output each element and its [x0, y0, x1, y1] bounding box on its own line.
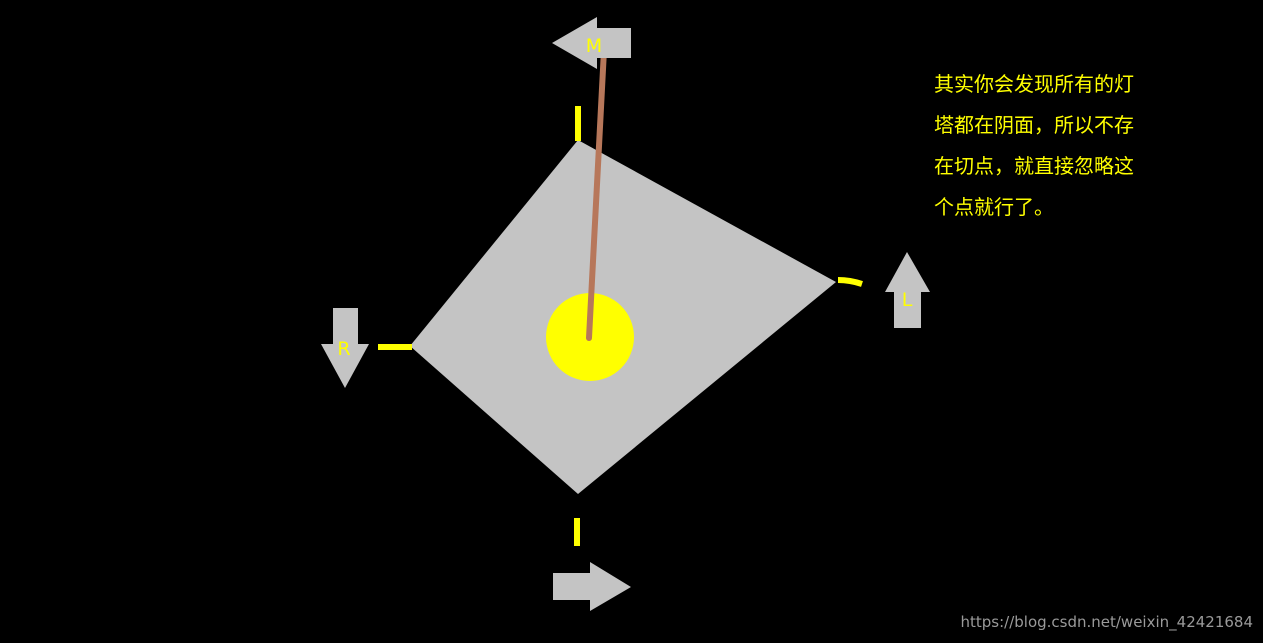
- arrow-label-m: M: [586, 35, 602, 57]
- note-text: 其实你会发现所有的灯 塔都在阴面，所以不存 在切点，就直接忽略这 个点就行了。: [934, 64, 1174, 228]
- rod-line: [586, 47, 607, 341]
- arrow-bottom-right: [553, 562, 631, 611]
- arrow-right-up: [885, 252, 930, 328]
- note-line: 塔都在阴面，所以不存: [934, 113, 1134, 137]
- note-line: 在切点，就直接忽略这: [934, 154, 1134, 178]
- note-line: 个点就行了。: [934, 195, 1054, 219]
- arrow-label-r: R: [337, 338, 350, 360]
- tick-right: [837, 277, 863, 287]
- arrow-top-left: [552, 17, 631, 69]
- arrow-label-l: L: [902, 289, 913, 311]
- arrow-left-down: [321, 308, 369, 388]
- note-line: 其实你会发现所有的灯: [934, 72, 1134, 96]
- watermark: https://blog.csdn.net/weixin_42421684: [960, 613, 1253, 631]
